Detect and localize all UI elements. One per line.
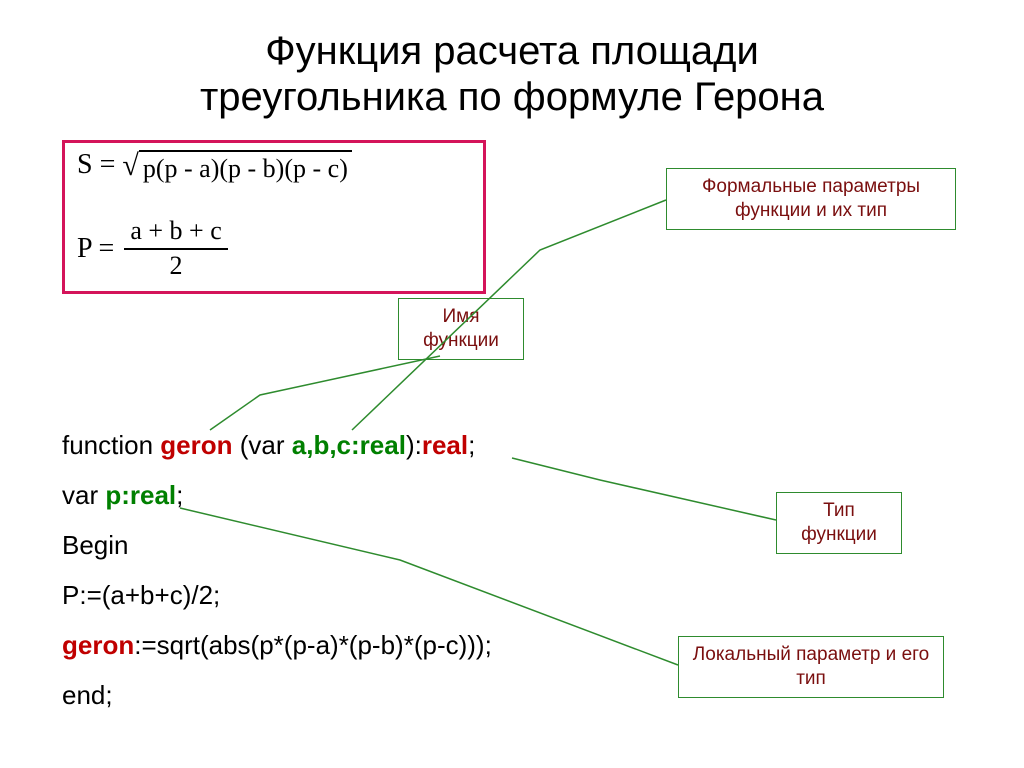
callout-formal-params: Формальные параметры функции и их тип — [666, 168, 956, 230]
formula-s: S = √p(p - a)(p - b)(p - c) — [77, 149, 483, 184]
code-l5-name: geron — [62, 630, 134, 660]
code-line-4: P:=(a+b+c)/2; — [62, 580, 220, 611]
callout-formal-params-text: Формальные параметры функции и их тип — [702, 176, 920, 221]
sqrt-wrap: √p(p - a)(p - b)(p - c) — [122, 150, 351, 184]
code-l1-semicolon: ; — [468, 430, 475, 460]
code-l1-after-name: (var — [233, 430, 292, 460]
code-l1-params: a,b,c:real — [292, 430, 406, 460]
callout-func-type-text: Тип функции — [801, 500, 877, 545]
code-l2-var: p:real — [105, 480, 176, 510]
sqrt-icon: √ — [122, 152, 138, 179]
code-l1-rettype: real — [422, 430, 468, 460]
formula-p-numer: a + b + c — [124, 217, 227, 250]
title-line-1: Функция расчета площади — [265, 29, 759, 73]
formula-s-lhs: S = — [77, 149, 122, 180]
formula-p-lhs: P = — [77, 233, 114, 265]
code-l1-prefix: function — [62, 430, 160, 460]
code-line-6: end; — [62, 680, 113, 711]
code-line-5: geron:=sqrt(abs(p*(p-a)*(p-b)*(p-c))); — [62, 630, 492, 661]
callout-func-type: Тип функции — [776, 492, 902, 554]
code-l1-name: geron — [160, 430, 232, 460]
code-l2-prefix: var — [62, 480, 105, 510]
formula-s-radicand: p(p - a)(p - b)(p - c) — [139, 150, 352, 184]
code-l5-rest: :=sqrt(abs(p*(p-a)*(p-b)*(p-c))); — [134, 630, 492, 660]
code-line-3: Begin — [62, 530, 129, 561]
callout-local-param: Локальный параметр и его тип — [678, 636, 944, 698]
callout-func-name-text: Имя функции — [423, 306, 499, 351]
title-line-2: треугольника по формуле Герона — [200, 75, 824, 119]
fraction: a + b + c 2 — [124, 217, 227, 280]
code-l2-semicolon: ; — [176, 480, 183, 510]
formula-box: S = √p(p - a)(p - b)(p - c) P = a + b + … — [62, 140, 486, 294]
formula-p: P = a + b + c 2 — [77, 217, 228, 280]
callout-func-name: Имя функции — [398, 298, 524, 360]
code-line-2: var p:real; — [62, 480, 183, 511]
callout-local-param-text: Локальный параметр и его тип — [693, 644, 929, 689]
formula-p-denom: 2 — [170, 250, 183, 281]
code-l1-after-params: ): — [406, 430, 422, 460]
code-line-1: function geron (var a,b,c:real):real; — [62, 430, 475, 461]
slide: Функция расчета площади треугольника по … — [0, 0, 1024, 768]
slide-title: Функция расчета площади треугольника по … — [0, 28, 1024, 120]
